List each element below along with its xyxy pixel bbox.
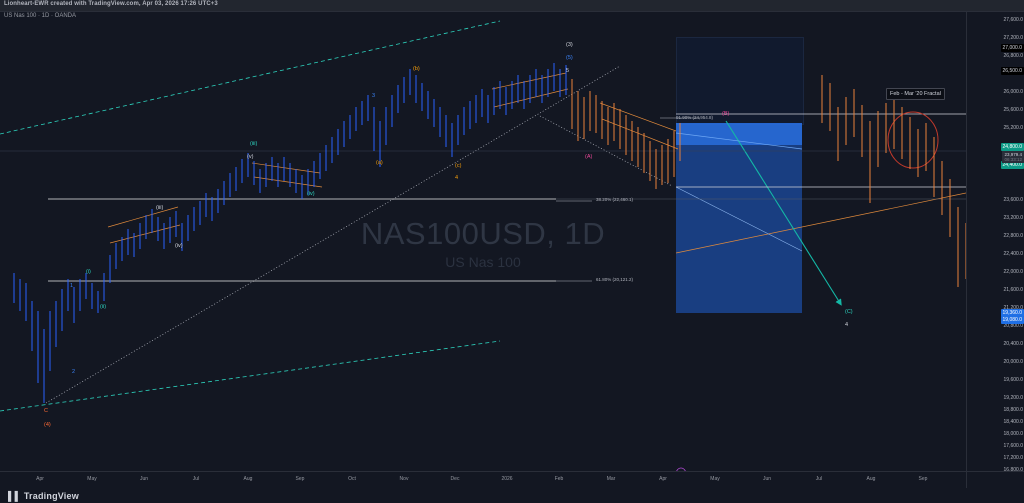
time-tick-label: Nov (399, 476, 409, 482)
time-axis[interactable]: Apr May Jun Jul Aug Sep Oct Nov Dec 2026 Feb Mar Apr… (0, 471, 966, 489)
wave-label: 4 (845, 322, 849, 328)
wave-label: (v) (247, 154, 254, 160)
price-tick: 24,800.0 (1000, 143, 1024, 151)
footer-bar (0, 488, 1024, 503)
time-tick-label: Jun (139, 476, 149, 482)
wave-label: 5 (566, 68, 570, 74)
price-alert-tag[interactable]: 19,080.0 (1000, 316, 1024, 324)
price-tick: 20,400.0 (1003, 341, 1023, 347)
price-tick: 17,600.0 (1003, 443, 1023, 449)
axis-corner (966, 471, 1024, 489)
wave-label: 1 (70, 283, 74, 289)
price-tick: 26,500.0 (1000, 67, 1024, 75)
logo-mark: ▌▌ (8, 491, 22, 501)
wave-label: 3 (372, 93, 376, 99)
wave-label: (4) (44, 422, 51, 428)
wave-label: (iv) (175, 243, 183, 249)
wave-label: C (44, 408, 48, 414)
price-tick: 22,400.0 (1003, 251, 1023, 257)
wave-label: (c) (455, 163, 462, 169)
time-tick-label: Jun (762, 476, 772, 482)
time-tick-label: Feb (554, 476, 564, 482)
wave-label: (iv) (307, 191, 315, 197)
price-tick: 26,000.0 (1003, 89, 1023, 95)
time-tick-label: Jul (815, 476, 823, 482)
symbol-info-line: US Nas 100 · 1D · OANDA (4, 13, 77, 19)
price-tick: 27,200.0 (1003, 35, 1023, 41)
price-tick: 16,800.0 (1003, 467, 1023, 471)
wave-label: (B) (722, 111, 730, 117)
tradingview-logo[interactable]: ▌▌ TradingView (8, 491, 79, 501)
time-tick-label: Aug (866, 476, 876, 482)
time-tick-label: Sep (918, 476, 928, 482)
current-price-symbol: NAS100USD (966, 153, 967, 162)
time-tick-label: May (87, 476, 97, 482)
chart-pane[interactable]: NAS100USD, 1D US Nas 100 (0, 11, 966, 471)
blue-zone-highlight (676, 123, 802, 145)
price-tick: 22,000.0 (1003, 269, 1023, 275)
current-price-box: 23,979.4 06:33:12 (1002, 151, 1024, 163)
price-tick: 18,000.0 (1003, 431, 1023, 437)
price-scale[interactable]: 27,600.0 27,200.0 27,000.0 26,800.0 26,500.0… (966, 11, 1024, 471)
fib-label-382: 38.20% (22,460.1) (596, 197, 634, 202)
price-alert-tag[interactable]: 19,360.0 (1000, 309, 1024, 317)
fib-label-618: 61.80% (20,121.2) (596, 277, 634, 282)
wave-label: (5) (566, 55, 573, 61)
wave-label: (A) (585, 154, 593, 160)
time-tick-label: Aug (243, 476, 253, 482)
wave-label: (3) (566, 42, 573, 48)
time-tick-label: May (710, 476, 720, 482)
wave-label: (iii) (250, 141, 258, 147)
wave-label: (ii) (100, 304, 107, 310)
wave-label: 2 (72, 369, 76, 375)
price-tick: 23,600.0 (1003, 197, 1023, 203)
price-tick: 18,400.0 (1003, 419, 1023, 425)
time-tick-label: Mar (606, 476, 616, 482)
wave-label: (C) (845, 309, 853, 315)
time-tick-label: 2026 (501, 476, 513, 482)
price-tick: 27,600.0 (1003, 17, 1023, 23)
price-tick: 21,200.0 (1003, 305, 1023, 311)
price-tick: 23,200.0 (1003, 215, 1023, 221)
time-tick-label: Apr (36, 476, 44, 482)
time-tick-label: Apr (659, 476, 667, 482)
fib-label-91: 91.90% (24,954.8) (676, 115, 714, 120)
chart-drawings: J (0, 20, 966, 471)
price-tick: 24,400.0 (1000, 161, 1024, 169)
price-tick: 27,000.0 (1000, 44, 1024, 52)
logo-text: TradingView (23, 491, 79, 501)
time-tick-label: Jul (192, 476, 200, 482)
credit-watermark: Lionheart-EWR created with TradingView.c… (4, 1, 218, 7)
time-tick-label: Dec (450, 476, 460, 482)
current-price-countdown: 06:33:12 (1004, 157, 1022, 162)
price-tick: 25,200.0 (1003, 125, 1023, 131)
wave-label: (iii) (156, 205, 164, 211)
wave-label: (a) (376, 160, 383, 166)
price-tick: 26,800.0 (1003, 53, 1023, 59)
price-tick: 17,200.0 (1003, 455, 1023, 461)
price-tick: 20,000.0 (1003, 359, 1023, 365)
blue-demand-zone (676, 123, 802, 313)
wave-label: (b) (413, 66, 420, 72)
price-tick: 19,600.0 (1003, 377, 1023, 383)
price-tick: 21,600.0 (1003, 287, 1023, 293)
top-watermark-bar: Lionheart-EWR created with TradingView.c… (0, 0, 1024, 12)
price-tick: 25,600.0 (1003, 107, 1023, 113)
price-tick: 20,800.0 (1003, 323, 1023, 329)
wave-label: 4 (455, 175, 459, 181)
fractal-annotation: Feb - Mar '20 Fractal (886, 88, 945, 100)
time-tick-label: Sep (295, 476, 305, 482)
price-tick: 22,800.0 (1003, 233, 1023, 239)
price-tick: 18,800.0 (1003, 407, 1023, 413)
time-tick-label: Oct (348, 476, 356, 482)
price-tick: 19,200.0 (1003, 395, 1023, 401)
current-price-value: 23,979.4 (1004, 152, 1022, 157)
wave-label: (i) (86, 269, 91, 275)
